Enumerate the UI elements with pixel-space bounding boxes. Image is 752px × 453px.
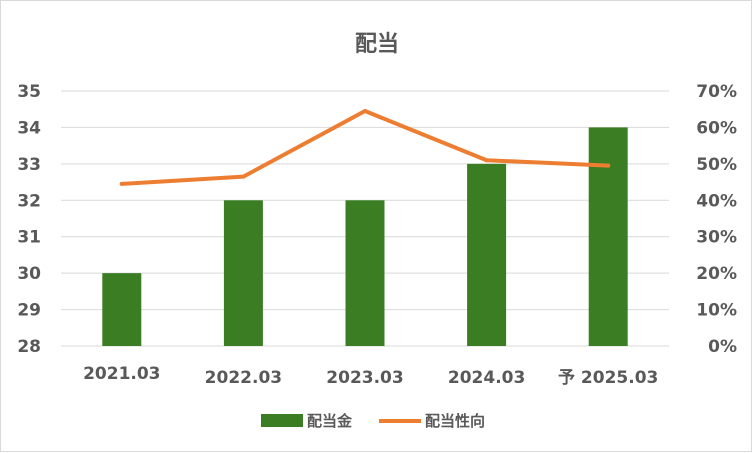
left-tick-label: 30 (17, 264, 41, 284)
bar (345, 200, 385, 346)
x-tick-label: 2022.03 (205, 368, 282, 388)
chart-title: 配当 (355, 32, 399, 57)
x-axis: 2021.03 2022.03 2023.03 2024.03 予 2025.03 (83, 364, 658, 388)
left-tick-label: 28 (17, 337, 41, 357)
x-tick-label: 2023.03 (326, 368, 403, 388)
line-point (484, 158, 489, 163)
left-tick-label: 33 (17, 155, 41, 175)
right-tick-label: 40% (696, 191, 737, 211)
line-path (119, 109, 611, 186)
legend-label-bar: 配当金 (307, 412, 353, 430)
line-point (119, 181, 124, 186)
right-tick-label: 50% (696, 155, 737, 175)
bar (467, 163, 507, 346)
bar-series (102, 127, 628, 346)
left-tick-label: 29 (17, 301, 41, 321)
bar (102, 273, 142, 346)
right-tick-label: 0% (708, 337, 737, 357)
line-point (606, 163, 611, 168)
left-tick-label: 31 (17, 228, 41, 248)
right-tick-label: 30% (696, 228, 737, 248)
right-tick-label: 70% (696, 82, 737, 102)
right-tick-label: 10% (696, 301, 737, 321)
line-point (241, 174, 246, 179)
right-tick-label: 20% (696, 264, 737, 284)
left-tick-label: 35 (17, 82, 41, 102)
bar (223, 200, 263, 346)
legend-swatch-bar (261, 414, 303, 427)
line-point (363, 109, 367, 114)
left-tick-label: 34 (17, 118, 41, 138)
x-tick-label: 予 2025.03 (558, 368, 658, 388)
legend: 配当金 配当性向 (261, 412, 485, 430)
legend-label-line: 配当性向 (425, 412, 485, 430)
left-tick-label: 32 (17, 191, 41, 211)
bar (588, 127, 628, 346)
right-axis: 0% 10% 20% 30% 40% 50% 60% 70% (696, 82, 737, 357)
line-series (119, 109, 611, 186)
left-axis: 28 29 30 31 32 33 34 35 (17, 82, 41, 357)
x-tick-label: 2021.03 (83, 364, 160, 384)
right-tick-label: 60% (696, 118, 737, 138)
x-tick-label: 2024.03 (448, 368, 525, 388)
